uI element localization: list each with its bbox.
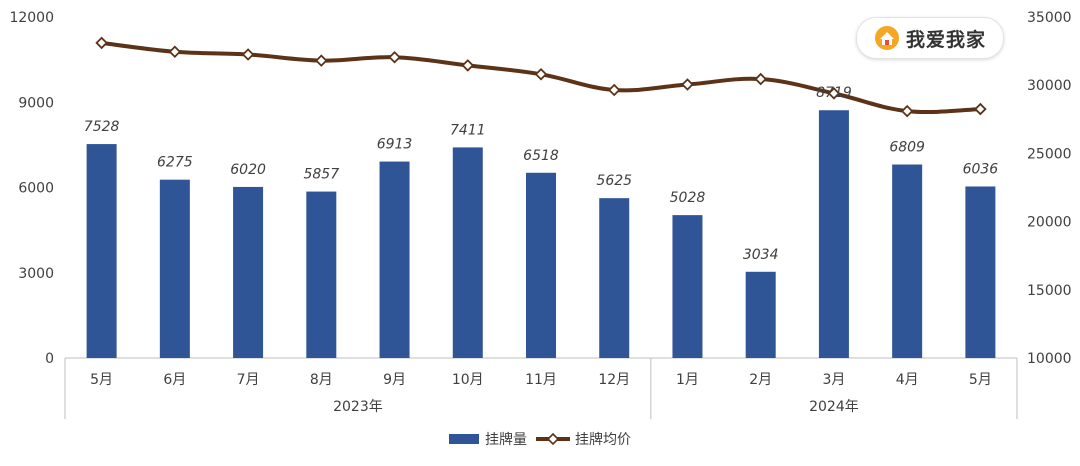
line-point-marker [388,50,401,64]
bar-value-label: 5857 [303,167,339,183]
line-point-marker [827,87,841,100]
line-point-marker [168,45,182,59]
line-point-marker [315,54,328,67]
x-tick-label: 9月 [383,372,406,388]
bar-value-label: 3034 [743,247,779,263]
y-right-tick-label: 25000 [1027,146,1072,162]
bar [965,186,996,358]
bar [599,198,630,358]
line-point-marker [241,48,255,61]
group-label: 2023年 [333,399,383,415]
legend-bar-swatch [449,434,479,444]
bar-value-label: 5028 [670,190,706,206]
x-tick-label: 8月 [310,372,333,388]
bar [233,186,264,358]
y-right-tick-label: 15000 [1027,283,1072,299]
x-tick-label: 6月 [163,372,186,388]
bar-value-label: 6518 [523,148,559,164]
brand-logo: 我爱我家 [856,17,1004,59]
x-tick-label: 10月 [452,372,484,388]
line-point-marker [461,59,475,72]
line-point-marker [607,83,621,97]
bar-value-label: 7528 [84,119,120,135]
x-tick-label: 5月 [969,372,992,388]
bar [672,215,703,358]
line-point-marker [900,104,914,118]
bar-value-label: 8719 [816,85,852,101]
x-tick-label: 7月 [237,372,260,388]
bar-value-label: 7411 [450,122,486,138]
y-right-tick-label: 35000 [1027,10,1072,26]
bar [159,179,190,358]
bar [452,147,483,358]
legend-line-label: 挂牌均价 [575,431,631,448]
line-point-marker [974,102,987,116]
bar [86,144,117,358]
bar [892,164,923,358]
y-right-tick-label: 30000 [1027,78,1072,94]
bar-value-label: 6809 [889,140,925,156]
line-layer [95,36,987,118]
x-tick-label: 11月 [525,372,557,388]
house-logo-icon [874,26,899,50]
line-point-marker [681,78,694,91]
y-left-tick-label: 3000 [18,266,54,282]
legend-bar-label: 挂牌量 [485,431,527,448]
legend: 挂牌量 挂牌均价 [449,431,631,448]
y-left-tick-label: 6000 [18,181,54,197]
y-right-tick-label: 10000 [1027,351,1072,367]
bar-value-label: 6913 [377,137,413,153]
y-left-tick-label: 9000 [18,95,54,111]
labels-layer: 7528 6275 6020 5857 6913 7411 6518 5625 5028 3034… [84,85,998,263]
group-label: 2024年 [809,399,859,415]
x-tick-label: 12月 [598,372,630,388]
line-point-marker [95,36,108,50]
line-point-marker [754,72,767,86]
bar [306,191,337,358]
x-tick-label: 3月 [822,372,845,388]
bar [526,172,556,358]
y-right-tick-label: 20000 [1027,215,1072,231]
legend-line-marker [546,432,560,446]
y-left-tick-label: 12000 [9,10,54,26]
x-tick-label: 4月 [896,372,919,388]
bar-value-label: 5625 [596,173,632,189]
bar-value-label: 6020 [230,162,266,178]
x-tick-label: 5月 [90,372,113,388]
bar [379,161,410,358]
x-tick-label: 1月 [676,372,699,388]
bar [745,271,776,358]
x-tick-label: 2月 [749,372,772,388]
bar [818,110,849,359]
brand-logo-text: 我爱我家 [905,28,986,51]
line-point-marker [534,68,548,81]
bars-layer [86,110,996,359]
y-left-tick-label: 0 [45,351,54,367]
bar-value-label: 6036 [963,161,999,177]
bar-value-label: 6275 [157,155,193,171]
